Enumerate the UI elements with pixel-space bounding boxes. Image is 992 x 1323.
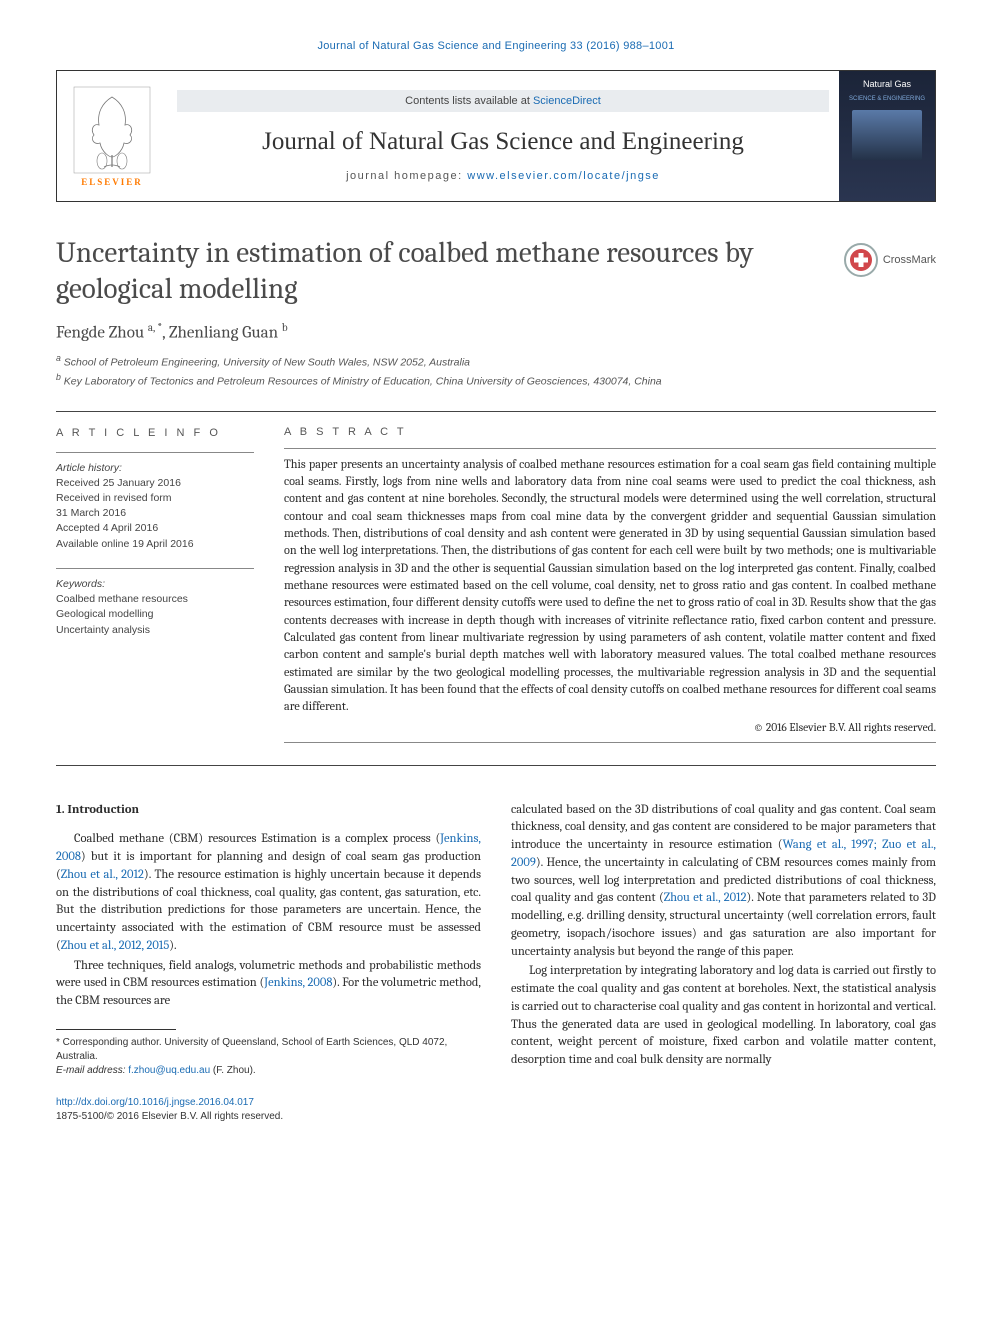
body-paragraph: calculated based on the 3D distributions… (511, 802, 936, 962)
cover-image (852, 110, 922, 160)
rule-bottom (56, 765, 936, 766)
footnote-rule (56, 1029, 176, 1030)
journal-header: ELSEVIER Contents lists available at Sci… (56, 70, 936, 202)
keyword: Coalbed methane resources (56, 592, 254, 607)
corr-author-text: * Corresponding author. University of Qu… (56, 1036, 481, 1064)
authors: Fengde Zhou a, *, Zhenliang Guan b (56, 321, 936, 343)
body-right-column: calculated based on the 3D distributions… (511, 802, 936, 1078)
journal-title: Journal of Natural Gas Science and Engin… (262, 128, 744, 156)
crossmark-icon (843, 242, 879, 278)
keyword: Uncertainty analysis (56, 623, 254, 638)
doi-block: http://dx.doi.org/10.1016/j.jngse.2016.0… (56, 1096, 936, 1124)
abstract-copyright: © 2016 Elsevier B.V. All rights reserved… (284, 721, 936, 734)
history-line: 31 March 2016 (56, 506, 254, 521)
body-paragraph: Log interpretation by integrating labora… (511, 963, 936, 1070)
doi-link[interactable]: http://dx.doi.org/10.1016/j.jngse.2016.0… (56, 1097, 254, 1108)
keywords-label: Keywords: (56, 577, 254, 592)
article-history: Article history: Received 25 January 201… (56, 461, 254, 552)
sciencedirect-link[interactable]: ScienceDirect (533, 95, 601, 107)
crossmark-label: CrossMark (883, 254, 936, 266)
elsevier-tree-icon (72, 85, 152, 175)
body-columns: 1. Introduction Coalbed methane (CBM) re… (56, 802, 936, 1078)
cover-subtitle: SCIENCE & ENGINEERING (849, 96, 925, 102)
corresponding-author-footnote: * Corresponding author. University of Qu… (56, 1036, 481, 1078)
contents-prefix: Contents lists available at (405, 95, 533, 107)
history-label: Article history: (56, 461, 254, 476)
rule-top (56, 411, 936, 412)
affiliation-b: b Key Laboratory of Tectonics and Petrol… (56, 371, 936, 390)
abstract-heading: A B S T R A C T (284, 426, 936, 438)
history-line: Available online 19 April 2016 (56, 537, 254, 552)
abstract-column: A B S T R A C T This paper presents an u… (284, 426, 936, 743)
homepage-line: journal homepage: www.elsevier.com/locat… (346, 170, 660, 182)
author-email-link[interactable]: f.zhou@uq.edu.au (128, 1065, 210, 1076)
keyword: Geological modelling (56, 607, 254, 622)
cover-title: Natural Gas (863, 79, 911, 90)
article-info-heading: A R T I C L E I N F O (56, 426, 254, 442)
history-line: Accepted 4 April 2016 (56, 521, 254, 536)
issn-copyright: 1875-5100/© 2016 Elsevier B.V. All right… (56, 1111, 283, 1122)
journal-issue-link[interactable]: Journal of Natural Gas Science and Engin… (56, 40, 936, 52)
homepage-link[interactable]: www.elsevier.com/locate/jngse (467, 170, 660, 182)
affiliations: a School of Petroleum Engineering, Unive… (56, 352, 936, 391)
crossmark-badge[interactable]: CrossMark (843, 242, 936, 278)
contents-line: Contents lists available at ScienceDirec… (177, 90, 829, 112)
elsevier-logo[interactable]: ELSEVIER (57, 71, 167, 201)
header-center: Contents lists available at ScienceDirec… (167, 71, 839, 201)
keywords-block: Keywords: Coalbed methane resources Geol… (56, 577, 254, 638)
article-title: Uncertainty in estimation of coalbed met… (56, 236, 936, 309)
publisher-name: ELSEVIER (81, 177, 143, 187)
article-info-column: A R T I C L E I N F O Article history: R… (56, 426, 254, 743)
section-1-heading: 1. Introduction (56, 802, 481, 820)
affiliation-a: a School of Petroleum Engineering, Unive… (56, 352, 936, 371)
body-paragraph: Three techniques, field analogs, volumet… (56, 958, 481, 1011)
email-line: E-mail address: f.zhou@uq.edu.au (F. Zho… (56, 1064, 481, 1078)
history-line: Received 25 January 2016 (56, 476, 254, 491)
abstract-text: This paper presents an uncertainty analy… (284, 457, 936, 717)
journal-cover[interactable]: Natural Gas SCIENCE & ENGINEERING (839, 71, 935, 201)
body-left-column: 1. Introduction Coalbed methane (CBM) re… (56, 802, 481, 1078)
history-line: Received in revised form (56, 491, 254, 506)
body-paragraph: Coalbed methane (CBM) resources Estimati… (56, 831, 481, 955)
homepage-prefix: journal homepage: (346, 170, 467, 182)
